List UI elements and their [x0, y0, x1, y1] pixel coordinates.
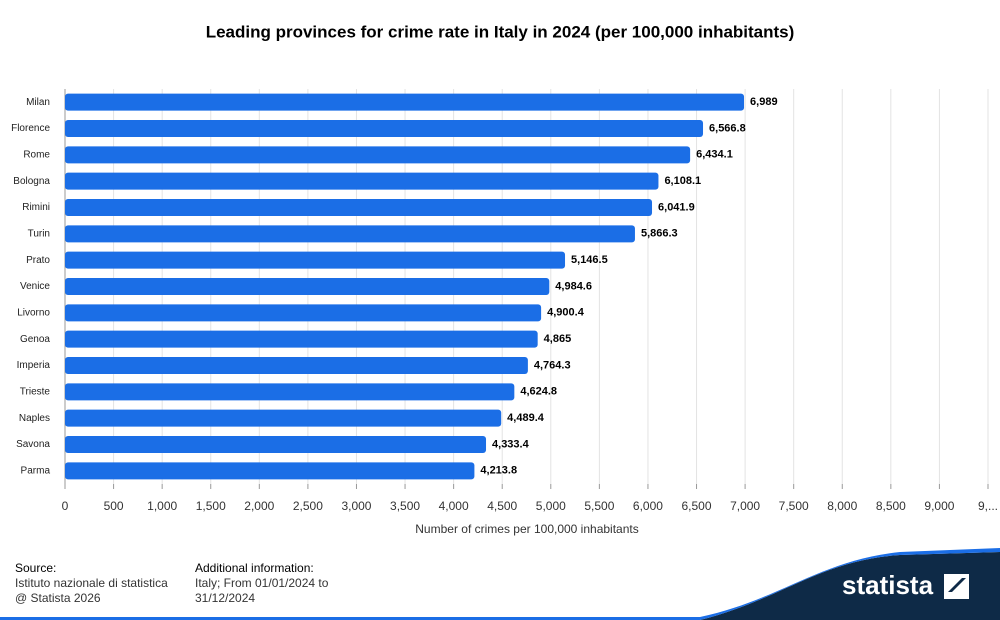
value-label: 6,041.9 — [658, 201, 695, 213]
x-tick-label: 8,500 — [876, 499, 906, 513]
source-line: Istituto nazionale di statistica — [15, 576, 168, 590]
y-tick-label: Florence — [11, 123, 50, 134]
value-label: 4,213.8 — [480, 465, 517, 477]
value-label: 4,489.4 — [507, 412, 545, 424]
y-tick-label: Rimini — [22, 202, 50, 213]
y-tick-label: Imperia — [17, 360, 51, 371]
x-tick-label: 6,500 — [682, 499, 712, 513]
y-tick-label: Genoa — [20, 334, 50, 345]
x-tick-label: 6,000 — [633, 499, 663, 513]
y-tick-label: Savona — [16, 439, 50, 450]
value-label: 6,434.1 — [696, 149, 733, 161]
bar — [65, 330, 538, 348]
x-tick-label: 1,500 — [196, 499, 226, 513]
info-line: Italy; From 01/01/2024 to — [195, 576, 329, 590]
bar — [65, 383, 515, 401]
x-tick-label: 0 — [62, 499, 69, 513]
value-label: 4,333.4 — [492, 438, 530, 450]
logo-background — [700, 552, 1000, 620]
x-tick-label: 1,000 — [147, 499, 177, 513]
x-tick-label: 8,000 — [827, 499, 857, 513]
x-tick-label: 4,500 — [487, 499, 517, 513]
value-label: 4,984.6 — [555, 280, 592, 292]
bar — [65, 146, 691, 164]
x-tick-label: 9,... — [978, 499, 998, 513]
bar — [65, 278, 550, 295]
logo-text: statista — [842, 570, 934, 600]
info-title: Additional information: — [195, 561, 314, 575]
info-line: 31/12/2024 — [195, 591, 255, 605]
bar — [65, 462, 475, 480]
value-label: 6,566.8 — [709, 122, 746, 134]
value-label: 6,108.1 — [664, 175, 701, 187]
logo-icon-mark — [948, 578, 966, 592]
value-label: 4,865 — [544, 333, 572, 345]
value-label: 6,989 — [750, 96, 778, 108]
y-tick-label: Venice — [20, 281, 50, 292]
bar — [65, 436, 487, 453]
bar — [65, 409, 502, 427]
plot: 0 500 1,000 1,500 2,000 2,500 3,000 3,500 4,000 4… — [11, 89, 998, 513]
x-tick-label: 4,000 — [439, 499, 469, 513]
x-tick-label: 3,500 — [390, 499, 420, 513]
x-tick-label: 2,500 — [293, 499, 323, 513]
bar — [65, 251, 566, 269]
value-label: 4,764.3 — [534, 359, 571, 371]
bar — [65, 225, 635, 243]
bar — [65, 172, 659, 190]
bar — [65, 199, 653, 216]
x-tick-label: 7,500 — [779, 499, 809, 513]
value-label: 4,900.4 — [547, 307, 585, 319]
y-tick-label: Naples — [19, 413, 50, 424]
value-label: 4,624.8 — [520, 386, 557, 398]
y-tick-label: Milan — [26, 97, 50, 108]
chart-title: Leading provinces for crime rate in Ital… — [206, 22, 795, 41]
value-label: 5,866.3 — [641, 228, 678, 240]
y-tick-label: Prato — [26, 255, 50, 266]
value-label: 5,146.5 — [571, 254, 608, 266]
bar — [65, 357, 528, 374]
y-tick-label: Bologna — [13, 176, 50, 187]
source-title: Source: — [15, 561, 56, 575]
x-tick-label: 5,500 — [584, 499, 614, 513]
x-tick-label: 2,000 — [244, 499, 274, 513]
bar — [65, 304, 542, 322]
x-tick-label: 3,000 — [341, 499, 371, 513]
x-tick-label: 500 — [104, 499, 124, 513]
x-tick-label: 9,000 — [924, 499, 954, 513]
source-line: @ Statista 2026 — [15, 591, 101, 605]
y-tick-label: Livorno — [17, 307, 50, 318]
y-tick-label: Parma — [21, 465, 51, 476]
bar — [65, 93, 745, 111]
x-tick-label: 7,000 — [730, 499, 760, 513]
x-tick-label: 5,000 — [536, 499, 566, 513]
y-tick-label: Rome — [23, 149, 50, 160]
y-tick-label: Trieste — [20, 386, 51, 397]
y-tick-label: Turin — [28, 228, 50, 239]
x-axis-label: Number of crimes per 100,000 inhabitants — [415, 522, 638, 536]
bar — [65, 120, 704, 137]
